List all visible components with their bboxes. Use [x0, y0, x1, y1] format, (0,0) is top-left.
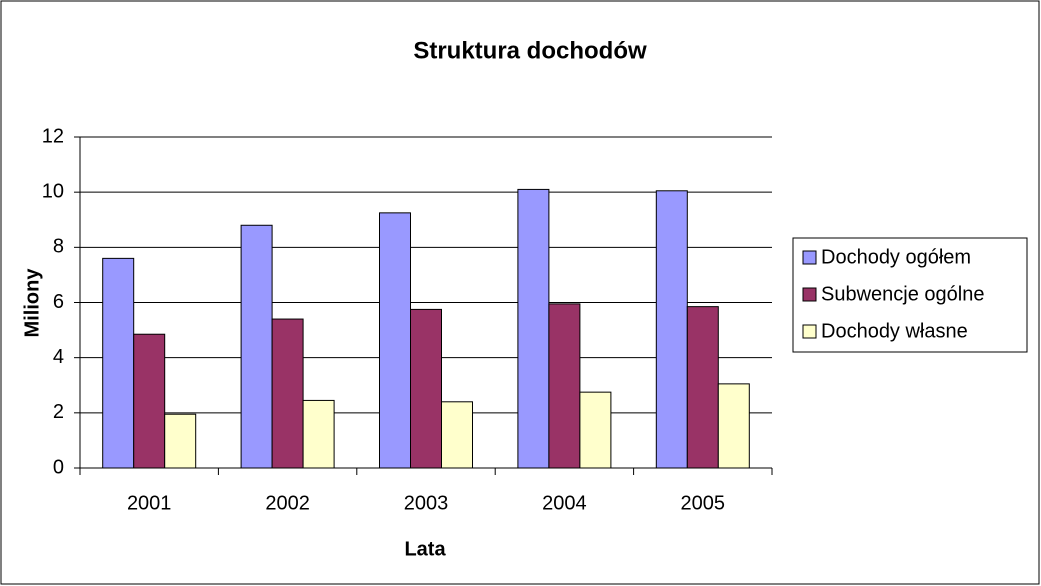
bar — [655, 190, 688, 469]
bar — [686, 306, 719, 469]
legend-swatch — [802, 287, 817, 302]
y-tick-label: 8 — [53, 236, 64, 258]
y-tick-label: 10 — [42, 180, 64, 202]
bar — [410, 308, 442, 469]
bar — [271, 318, 304, 469]
bar — [133, 333, 166, 469]
x-tick-label: 2003 — [404, 492, 449, 514]
bar — [441, 401, 473, 469]
legend-swatch — [802, 250, 817, 265]
x-tick-label: 2004 — [542, 492, 587, 514]
bar — [548, 303, 581, 469]
y-tick-label: 6 — [53, 291, 64, 313]
legend-swatch — [802, 324, 817, 339]
legend-label: Subwencje ogólne — [821, 283, 984, 305]
y-tick-label: 0 — [53, 456, 64, 478]
y-tick-label: 12 — [42, 125, 64, 147]
bar — [240, 224, 273, 469]
y-axis-label: Miliony — [21, 268, 43, 338]
y-tick-label: 2 — [53, 401, 64, 423]
x-axis-label: Lata — [404, 538, 446, 560]
bar — [579, 391, 612, 469]
legend-box — [792, 237, 1028, 353]
x-tick-label: 2001 — [127, 492, 172, 514]
bar — [517, 188, 550, 469]
x-tick-label: 2002 — [265, 492, 310, 514]
bar — [379, 212, 411, 469]
chart-title: Struktura dochodów — [413, 37, 647, 64]
bar — [164, 413, 197, 469]
legend-label: Dochody własne — [821, 320, 968, 342]
bar — [717, 383, 750, 469]
x-tick-label: 2005 — [681, 492, 726, 514]
bar — [302, 399, 335, 469]
bar — [102, 257, 135, 469]
y-tick-label: 4 — [53, 346, 64, 368]
legend-label: Dochody ogółem — [821, 246, 971, 268]
